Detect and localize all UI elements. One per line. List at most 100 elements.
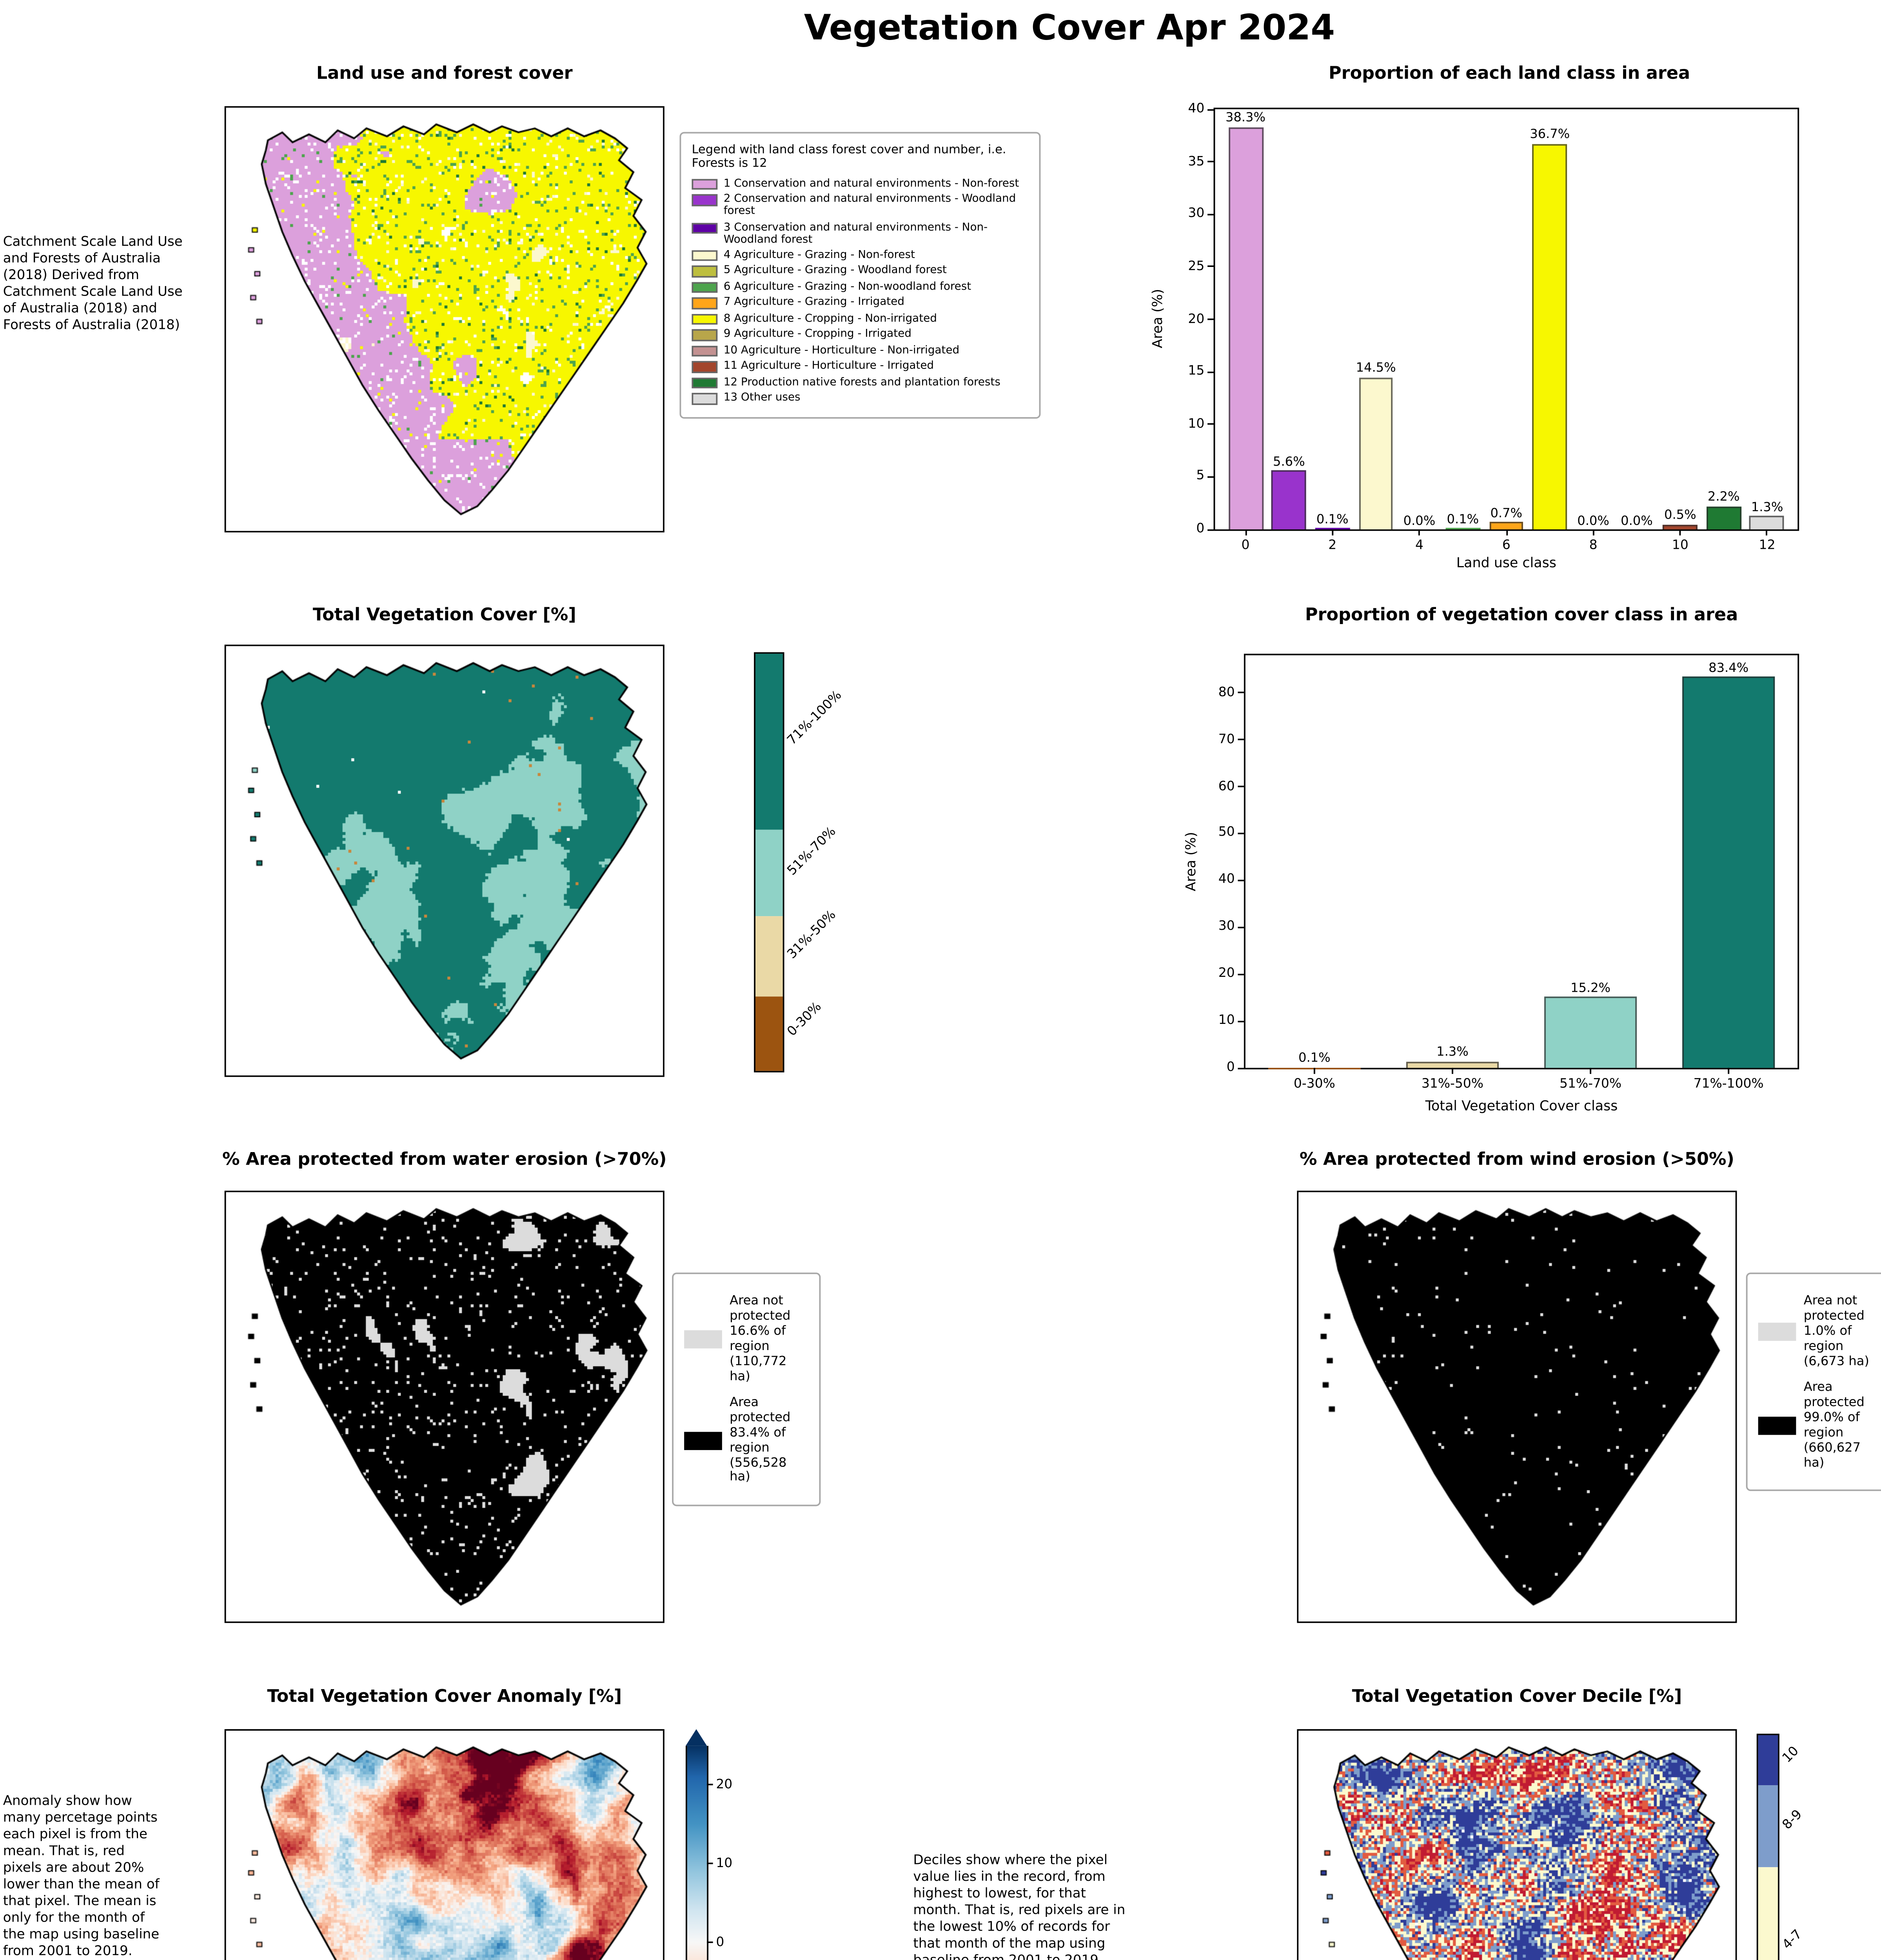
wind-erosion-title: % Area protected from wind erosion (>50%… bbox=[1299, 1148, 1734, 1170]
legend-item: 8 Agriculture - Cropping - Non-irrigated bbox=[692, 311, 1028, 325]
y-tick bbox=[1238, 879, 1244, 881]
legend-swatch bbox=[692, 330, 718, 341]
y-tick-label: 5 bbox=[1196, 469, 1205, 485]
colorbar-segment bbox=[1758, 1784, 1778, 1867]
legend-item: Area not protected 16.6% of region (110,… bbox=[684, 1292, 808, 1385]
legend-swatch bbox=[692, 314, 718, 325]
y-tick bbox=[1238, 786, 1244, 788]
bar bbox=[1445, 528, 1480, 530]
landuse-map-title: Land use and forest cover bbox=[316, 62, 573, 83]
bar bbox=[1315, 528, 1350, 530]
legend-item: Area protected 83.4% of region (556,528 … bbox=[684, 1394, 808, 1486]
legend-item-label: 13 Other uses bbox=[723, 390, 801, 405]
bar-value-label: 83.4% bbox=[1709, 659, 1749, 675]
vegcover-colorbar: 71%-100% 51%-70% 31%-50% 0-30% bbox=[754, 652, 845, 1073]
legend-item-label: 3 Conservation and natural environments … bbox=[723, 219, 988, 245]
legend-swatch bbox=[692, 377, 718, 389]
bar-value-label: 0.1% bbox=[1447, 511, 1479, 526]
x-tick bbox=[1590, 1068, 1592, 1074]
x-tick-label: 6 bbox=[1502, 538, 1511, 554]
bar-value-label: 5.6% bbox=[1273, 453, 1305, 468]
y-tick-label: 35 bbox=[1188, 154, 1205, 169]
bar-value-label: 1.3% bbox=[1751, 498, 1783, 514]
bar bbox=[1681, 677, 1776, 1068]
colorbar-label: 71%-100% bbox=[785, 688, 846, 748]
bar bbox=[1228, 127, 1263, 530]
bar bbox=[1663, 524, 1698, 530]
y-tick bbox=[1207, 476, 1214, 478]
x-tick-label: 51%-70% bbox=[1560, 1077, 1622, 1092]
colorbar-segment bbox=[1758, 1735, 1778, 1785]
legend-swatch bbox=[692, 298, 718, 310]
legend-swatch bbox=[692, 222, 718, 234]
anomaly-caption: Anomaly show how many percetage points e… bbox=[3, 1794, 160, 1960]
legend-item: 6 Agriculture - Grazing - Non-woodland f… bbox=[692, 279, 1028, 294]
bar bbox=[1543, 996, 1638, 1068]
landuse-caption: Catchment Scale Land Use and Forests of … bbox=[3, 235, 183, 334]
y-tick-label: 15 bbox=[1188, 364, 1205, 379]
water-erosion-legend: Area not protected 16.6% of region (110,… bbox=[672, 1272, 821, 1507]
y-tick bbox=[1207, 371, 1214, 373]
decile-map bbox=[1297, 1729, 1737, 1960]
legend-item-label: Area protected 99.0% of region (660,627 … bbox=[1803, 1378, 1865, 1469]
x-tick bbox=[1728, 1068, 1730, 1074]
legend-item-label: Area not protected 16.6% of region (110,… bbox=[730, 1292, 791, 1383]
decile-map-title: Total Vegetation Cover Decile [%] bbox=[1352, 1685, 1682, 1707]
x-tick bbox=[1766, 529, 1768, 535]
bar-value-label: 0.7% bbox=[1490, 505, 1523, 520]
vegclass-chart-xlabel: Total Vegetation Cover class bbox=[1425, 1100, 1618, 1115]
decile-colorbar: 108-94-72-31 bbox=[1756, 1733, 1806, 1960]
colorbar-label: 31%-50% bbox=[785, 908, 840, 963]
y-tick bbox=[1238, 1020, 1244, 1022]
legend-swatch bbox=[692, 361, 718, 373]
bar-value-label: 2.2% bbox=[1707, 488, 1740, 504]
x-tick bbox=[1679, 529, 1681, 535]
x-tick bbox=[1313, 1068, 1315, 1074]
legend-swatch bbox=[684, 1431, 722, 1450]
x-tick bbox=[1592, 529, 1594, 535]
page-title: Vegetation Cover Apr 2024 bbox=[804, 9, 1335, 49]
colorbar-tick-label: 20 bbox=[716, 1777, 733, 1793]
y-tick-label: 0 bbox=[1196, 522, 1205, 537]
legend-item-label: 11 Agriculture - Horticulture - Irrigate… bbox=[723, 358, 934, 372]
legend-swatch bbox=[1758, 1416, 1796, 1435]
colorbar-segment bbox=[755, 996, 783, 1071]
legend-item: 12 Production native forests and plantat… bbox=[692, 375, 1028, 389]
legend-item: 2 Conservation and natural environments … bbox=[692, 191, 1028, 218]
legend-item-label: 2 Conservation and natural environments … bbox=[723, 191, 1016, 218]
legend-item: Area not protected 1.0% of region (6,673… bbox=[1758, 1292, 1880, 1370]
x-tick bbox=[1245, 529, 1246, 535]
legend-swatch bbox=[692, 250, 718, 262]
x-tick-label: 10 bbox=[1672, 538, 1689, 554]
bar-value-label: 0.5% bbox=[1664, 506, 1696, 522]
y-tick bbox=[1238, 692, 1244, 694]
y-tick bbox=[1238, 973, 1244, 975]
legend-swatch bbox=[692, 266, 718, 278]
vegcover-map-title: Total Vegetation Cover [%] bbox=[312, 604, 576, 625]
x-tick bbox=[1452, 1068, 1453, 1074]
anomaly-colorbar-arrow-up bbox=[685, 1729, 707, 1746]
legend-item-label: 4 Agriculture - Grazing - Non-forest bbox=[723, 247, 915, 261]
legend-item: Area protected 99.0% of region (660,627 … bbox=[1758, 1378, 1880, 1470]
y-tick-label: 80 bbox=[1218, 685, 1235, 701]
bar-value-label: 15.2% bbox=[1571, 979, 1611, 995]
legend-item-label: 7 Agriculture - Grazing - Irrigated bbox=[723, 295, 904, 309]
y-tick bbox=[1238, 739, 1244, 740]
y-tick bbox=[1207, 318, 1214, 320]
bar-value-label: 0.0% bbox=[1577, 512, 1609, 527]
y-tick-label: 30 bbox=[1188, 207, 1205, 222]
vegcover-map bbox=[224, 644, 665, 1077]
colorbar-segment bbox=[755, 916, 783, 996]
y-tick-label: 10 bbox=[1218, 1013, 1235, 1029]
landuse-legend-title: Legend with land class forest cover and … bbox=[692, 142, 1006, 171]
x-tick-label: 8 bbox=[1589, 538, 1598, 554]
x-tick-label: 2 bbox=[1328, 538, 1337, 554]
landuse-legend: Legend with land class forest cover and … bbox=[679, 132, 1041, 419]
wind-erosion-legend: Area not protected 1.0% of region (6,673… bbox=[1746, 1272, 1881, 1492]
wind-erosion-map-canvas bbox=[1298, 1192, 1736, 1622]
colorbar-label: 0-30% bbox=[785, 1000, 825, 1040]
water-erosion-title: % Area protected from water erosion (>70… bbox=[222, 1148, 667, 1170]
